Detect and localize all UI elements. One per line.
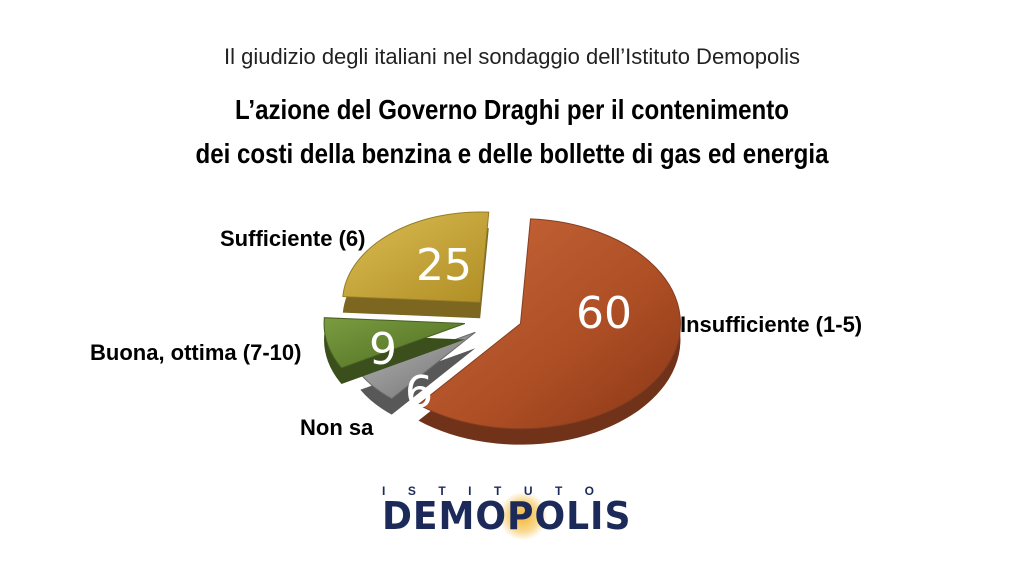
pie-slice-sufficiente (342, 211, 490, 303)
pie-slices (323, 211, 681, 445)
pie-category-labels: Insufficiente (1-5) Non sa Buona, ottima… (90, 226, 862, 440)
pie-chart: 60 6 9 25 Insufficiente (1-5) Non sa Buo… (90, 211, 862, 445)
category-label-sufficiente: Sufficiente (6) (220, 226, 365, 251)
category-label-insufficiente: Insufficiente (1-5) (680, 312, 862, 337)
category-label-buona-ottima: Buona, ottima (7-10) (90, 340, 301, 365)
logo-top-text: ISTITUTO (382, 484, 617, 498)
logo-text-right: POLIS (507, 494, 632, 538)
category-label-non-sa: Non sa (300, 415, 374, 440)
logo-text-o: O (475, 494, 508, 538)
pie-value-labels: 60 6 9 25 (369, 240, 632, 418)
chart-title: L’azione del Governo Draghi per il conte… (72, 88, 953, 176)
chart-title-line-2: dei costi della benzina e delle bollette… (195, 138, 829, 169)
value-label-non-sa: 6 (405, 367, 433, 418)
pie-slice-side-non-sa (360, 348, 476, 415)
value-label-buona-ottima: 9 (369, 324, 397, 375)
logo-text-left: DEM (382, 494, 476, 538)
demopolis-logo: ISTITUTO DEMOPOLIS (382, 484, 668, 540)
logo-sun-icon (499, 492, 547, 540)
chart-title-line-1: L’azione del Governo Draghi per il conte… (235, 94, 789, 125)
pie-slice-insufficiente (417, 218, 681, 430)
value-label-insufficiente: 60 (576, 288, 632, 339)
chart-subtitle: Il giudizio degli italiani nel sondaggio… (223, 44, 800, 69)
value-label-sufficiente: 25 (416, 240, 472, 291)
pie-slice-buona-ottima (323, 317, 466, 369)
logo-main-text: DEMOPOLIS (382, 494, 654, 538)
